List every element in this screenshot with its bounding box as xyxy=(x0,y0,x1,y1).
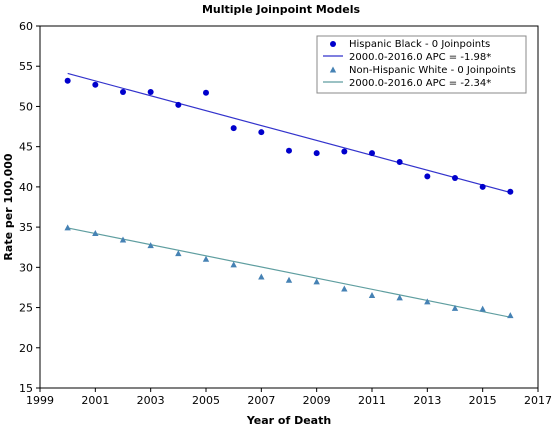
data-point xyxy=(396,294,403,301)
x-tick-label: 2007 xyxy=(247,394,275,407)
legend-box xyxy=(316,35,527,94)
data-point xyxy=(369,150,375,157)
data-point xyxy=(119,236,127,243)
y-tick-label: 50 xyxy=(19,100,33,113)
y-tick-label: 60 xyxy=(19,20,33,33)
y-axis-title: Rate per 100,000 xyxy=(2,153,15,260)
y-tick-label: 20 xyxy=(19,342,33,355)
data-point xyxy=(175,250,182,257)
data-point xyxy=(120,88,126,95)
legend: Hispanic Black - 0 Joinpoints 2000.0-2016… xyxy=(316,35,527,94)
data-point xyxy=(452,175,458,182)
data-point xyxy=(92,230,99,237)
fit-lines xyxy=(67,72,511,318)
data-point xyxy=(313,278,320,285)
data-point xyxy=(147,88,154,95)
data-point xyxy=(424,173,431,180)
x-tick-label: 2015 xyxy=(469,394,497,407)
legend-fit-label: 2000.0-2016.0 APC = -1.98* xyxy=(349,52,491,63)
legend-marker xyxy=(329,66,337,73)
data-point xyxy=(396,158,403,165)
data-point xyxy=(479,305,486,312)
x-axis: 1999 2001 2003 2005 2007 2009 2011 2013 2015 2017 xyxy=(26,388,552,407)
y-axis: 15 20 25 30 35 40 45 50 55 60 xyxy=(19,20,40,395)
data-point xyxy=(285,276,293,283)
data-point xyxy=(341,285,348,292)
data-point xyxy=(147,242,154,249)
y-tick-label: 45 xyxy=(19,141,33,154)
data-point xyxy=(341,148,348,155)
data-point xyxy=(424,298,431,305)
chart-title: Multiple Joinpoint Models xyxy=(202,3,360,16)
x-tick-label: 2013 xyxy=(413,394,441,407)
x-tick-label: 2017 xyxy=(524,394,552,407)
data-point xyxy=(258,273,265,280)
data-point xyxy=(92,81,99,88)
data-point xyxy=(286,147,292,154)
data-point xyxy=(230,261,237,268)
data-point xyxy=(479,183,486,190)
data-point xyxy=(258,129,265,136)
x-tick-label: 2011 xyxy=(358,394,386,407)
x-tick-label: 2003 xyxy=(137,394,165,407)
data-point xyxy=(64,224,71,231)
data-point xyxy=(202,255,210,262)
legend-fit-label: 2000.0-2016.0 APC = -2.34* xyxy=(349,78,491,89)
fit-line xyxy=(67,227,511,318)
data-point xyxy=(175,101,182,108)
data-point xyxy=(230,125,237,132)
y-tick-label: 40 xyxy=(19,181,33,194)
x-tick-label: 2009 xyxy=(303,394,331,407)
legend-label: Hispanic Black - 0 Joinpoints xyxy=(349,39,490,50)
y-tick-label: 15 xyxy=(19,382,33,395)
y-tick-label: 35 xyxy=(19,221,33,234)
x-axis-title: Year of Death xyxy=(246,414,331,427)
legend-label: Non-Hispanic White - 0 Joinpoints xyxy=(349,65,516,76)
legend-marker xyxy=(330,41,336,47)
data-point xyxy=(368,291,376,298)
data-point xyxy=(203,89,209,96)
data-point xyxy=(451,304,459,311)
y-tick-label: 55 xyxy=(19,60,33,73)
data-point xyxy=(313,150,320,157)
y-tick-label: 25 xyxy=(19,302,33,315)
data-points xyxy=(64,77,514,319)
x-tick-label: 1999 xyxy=(26,394,54,407)
y-tick-label: 30 xyxy=(19,261,33,274)
x-tick-label: 2001 xyxy=(81,394,109,407)
x-tick-label: 2005 xyxy=(192,394,220,407)
data-point xyxy=(64,77,71,84)
fit-line xyxy=(67,72,511,194)
data-point xyxy=(507,312,514,319)
data-point xyxy=(507,188,514,195)
